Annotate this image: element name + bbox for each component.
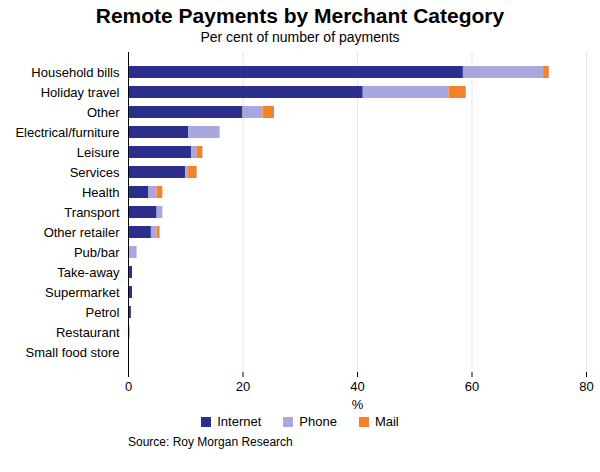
html-text:Remote Payments by Merchant Ca: Remote Payments by Merchant Category [95,4,505,27]
html-text:Internet: Internet [217,414,262,429]
svg-text:%: % [352,397,364,412]
svg-text:0: 0 [125,379,132,394]
svg-text:80: 80 [579,379,593,394]
svg-text:Leisure: Leisure [77,145,120,160]
svg-text:Household bills: Household bills [31,65,120,80]
svg-text:Small food store: Small food store [26,345,120,360]
svg-text:40: 40 [350,379,364,394]
svg-text:Services: Services [70,165,120,180]
svg-text:Transport: Transport [64,205,120,220]
html-text:Phone: Phone [299,414,337,429]
html-text:Mail: Mail [374,414,399,429]
svg-text:Health: Health [82,185,120,200]
svg-text:Restaurant: Restaurant [56,325,120,340]
svg-text:20: 20 [236,379,250,394]
html-text:Source: Roy Morgan Research: Source: Roy Morgan Research [128,435,293,449]
svg-text:Electrical/furniture: Electrical/furniture [15,125,119,140]
svg-text:Holiday travel: Holiday travel [41,85,120,100]
svg-text:Other retailer: Other retailer [44,225,121,240]
svg-text:Pub/bar: Pub/bar [74,245,120,260]
svg-text:Petrol: Petrol [86,305,120,320]
svg-text:60: 60 [465,379,479,394]
svg-text:Supermarket: Supermarket [45,285,120,300]
svg-text:Other: Other [87,105,120,120]
html-text:Per cent of number of payments: Per cent of number of payments [200,29,400,45]
svg-text:Take-away: Take-away [57,265,120,280]
